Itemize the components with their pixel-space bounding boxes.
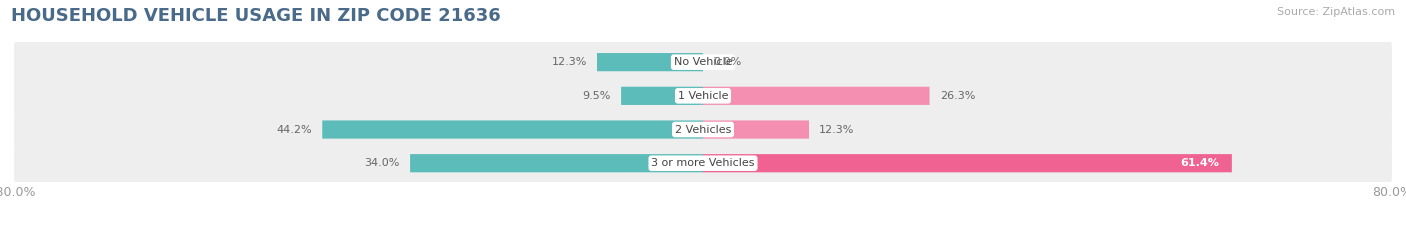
Text: 2 Vehicles: 2 Vehicles — [675, 124, 731, 134]
FancyBboxPatch shape — [703, 87, 929, 105]
Text: 1 Vehicle: 1 Vehicle — [678, 91, 728, 101]
FancyBboxPatch shape — [14, 34, 1392, 90]
Text: 12.3%: 12.3% — [551, 57, 586, 67]
Text: 3 or more Vehicles: 3 or more Vehicles — [651, 158, 755, 168]
FancyBboxPatch shape — [14, 68, 1392, 123]
Text: 26.3%: 26.3% — [939, 91, 976, 101]
Text: 61.4%: 61.4% — [1180, 158, 1219, 168]
Text: Source: ZipAtlas.com: Source: ZipAtlas.com — [1277, 7, 1395, 17]
FancyBboxPatch shape — [14, 136, 1392, 191]
FancyBboxPatch shape — [703, 154, 1232, 172]
FancyBboxPatch shape — [411, 154, 703, 172]
FancyBboxPatch shape — [322, 120, 703, 139]
Text: 12.3%: 12.3% — [820, 124, 855, 134]
Text: 0.0%: 0.0% — [713, 57, 741, 67]
Text: 34.0%: 34.0% — [364, 158, 399, 168]
Text: 9.5%: 9.5% — [582, 91, 610, 101]
Text: No Vehicle: No Vehicle — [673, 57, 733, 67]
Text: HOUSEHOLD VEHICLE USAGE IN ZIP CODE 21636: HOUSEHOLD VEHICLE USAGE IN ZIP CODE 2163… — [11, 7, 501, 25]
FancyBboxPatch shape — [14, 102, 1392, 157]
FancyBboxPatch shape — [703, 120, 808, 139]
Text: 44.2%: 44.2% — [277, 124, 312, 134]
FancyBboxPatch shape — [621, 87, 703, 105]
FancyBboxPatch shape — [598, 53, 703, 71]
